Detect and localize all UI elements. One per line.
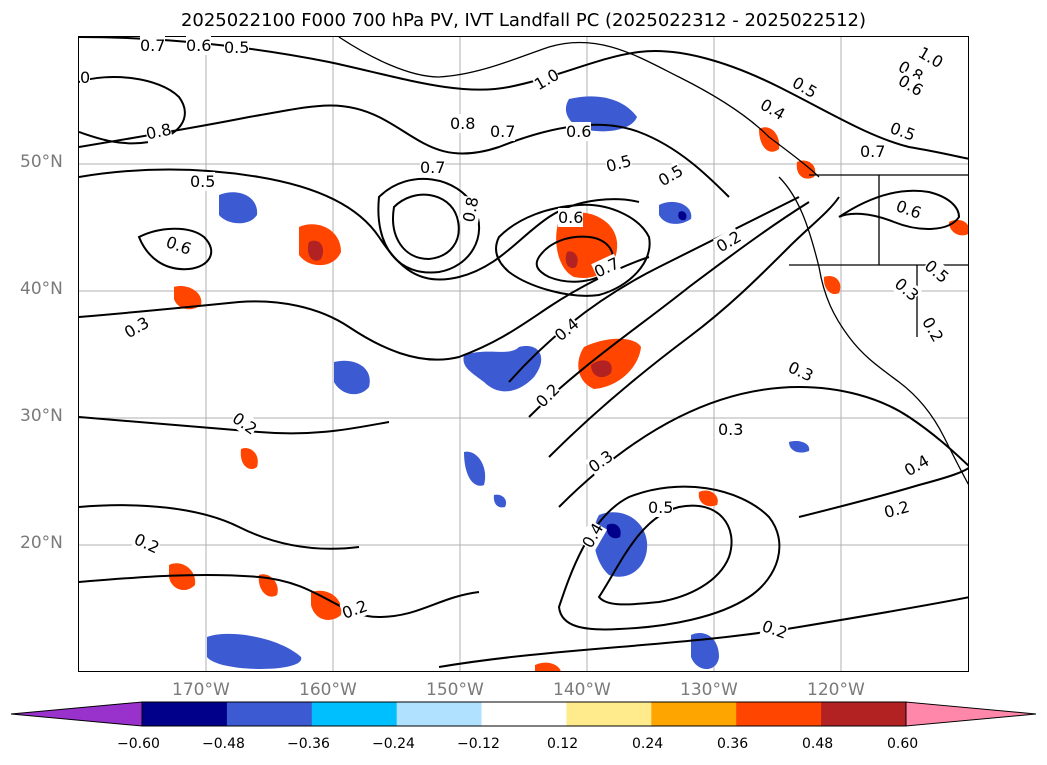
colorbar-tick: 0.48: [802, 736, 834, 752]
contour-label: 0.8: [450, 114, 476, 133]
colorbar-segments: [142, 702, 907, 726]
contour-label: 0.6: [566, 122, 592, 141]
contour-label: 0.6: [186, 36, 212, 55]
lat-label-40n: 40°N: [20, 279, 63, 299]
lon-label-160w: 160°W: [299, 680, 357, 700]
contour-label: 0.5: [190, 172, 216, 191]
colorbar-segment: [651, 702, 737, 726]
graticule: [79, 37, 968, 671]
colorbar-segment: [821, 702, 907, 726]
map-panel: [78, 36, 969, 672]
contour-label: 0.7: [490, 122, 516, 141]
lon-label-120w: 120°W: [807, 680, 865, 700]
lat-label-30n: 30°N: [20, 406, 63, 426]
colorbar-tick: 0.12: [547, 736, 579, 752]
contour-label: 0.7: [140, 36, 166, 55]
lat-label-20n: 20°N: [20, 533, 63, 553]
lon-label-150w: 150°W: [426, 680, 484, 700]
contour-label: 0.6: [558, 208, 584, 227]
colorbar-extend-max: [905, 701, 1037, 727]
map-title: 2025022100 F000 700 hPa PV, IVT Landfall…: [180, 10, 867, 31]
contour-label: 0.3: [718, 420, 744, 439]
colorbar-segment: [566, 702, 652, 726]
colorbar-tick: −0.12: [457, 736, 500, 752]
colorbar-tick: −0.60: [117, 736, 160, 752]
coastlines: [338, 37, 968, 485]
lon-label-140w: 140°W: [553, 680, 611, 700]
colorbar-tick: 0.24: [632, 736, 664, 752]
lat-label-50n: 50°N: [20, 152, 63, 172]
colorbar-tick: 0.60: [887, 736, 919, 752]
colorbar-tick: −0.48: [202, 736, 245, 752]
colorbar-segment: [142, 702, 228, 726]
colorbar-outline: [141, 701, 907, 727]
colorbar-segment: [736, 702, 822, 726]
contour-label: 0.7: [860, 142, 886, 161]
colorbar-tick: −0.36: [287, 736, 330, 752]
colorbar-extend-min: [10, 701, 143, 727]
colorbar-tick: −0.24: [372, 736, 415, 752]
lon-label-170w: 170°W: [172, 680, 230, 700]
colorbar-segment: [481, 702, 567, 726]
map-canvas: [79, 37, 968, 671]
contour-label: 0.5: [224, 38, 250, 57]
contour-label: 0: [80, 68, 91, 87]
pv-contours: [79, 37, 968, 668]
colorbar-tick: 0.36: [717, 736, 749, 752]
contour-label: 0.7: [420, 158, 446, 177]
colorbar-segment: [396, 702, 483, 726]
colorbar-segment: [226, 702, 313, 726]
lon-label-130w: 130°W: [680, 680, 738, 700]
colorbar: [10, 701, 1037, 727]
colorbar-segment: [311, 702, 398, 726]
contour-label: 0.5: [648, 498, 674, 517]
